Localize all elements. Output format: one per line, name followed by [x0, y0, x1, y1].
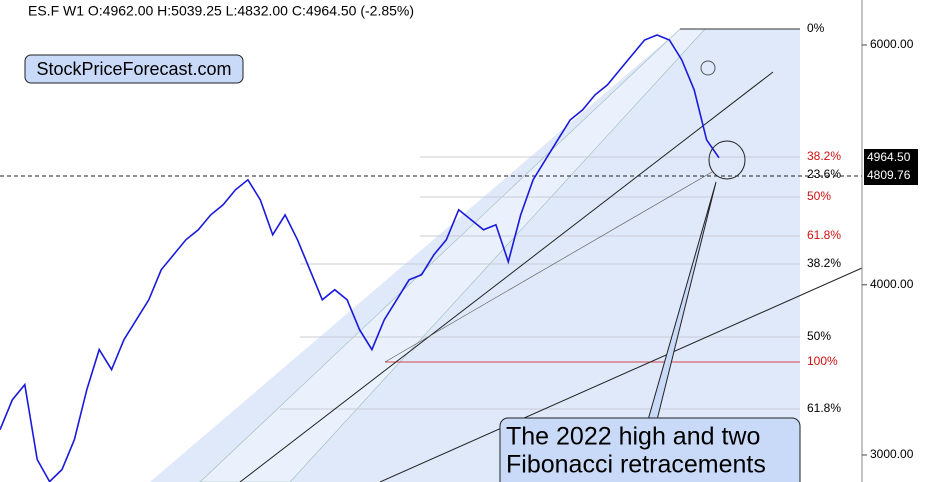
trend-line — [239, 71, 774, 482]
fib-label: 50% — [807, 329, 831, 343]
fib-label: 61.8% — [807, 228, 841, 242]
y-tick-label: 6000.00 — [870, 37, 914, 51]
header: ES.F W1 O:4962.00 H:5039.25 L:4832.00 C:… — [28, 3, 414, 19]
watermark-box — [24, 54, 244, 84]
fib-label: 38.2% — [807, 256, 841, 270]
price-label-box — [864, 149, 918, 167]
y-tick-label: 3000.00 — [870, 447, 914, 461]
plot — [0, 34, 720, 482]
fib-label: 0% — [807, 21, 825, 35]
fib-label: 38.2% — [807, 149, 841, 163]
highlight-circle — [700, 60, 716, 76]
highlight-circle — [708, 140, 746, 180]
annotation-line: The 2022 high and two — [506, 423, 760, 451]
fib-label: 61.8% — [807, 401, 841, 415]
fib-label: 23.6% — [807, 167, 841, 181]
price-label: 4809.76 — [867, 168, 911, 182]
watermark: StockPriceForecast.com — [36, 59, 231, 79]
price-label: 4964.50 — [867, 150, 911, 164]
trend-line — [384, 171, 713, 363]
fib-label: 50% — [807, 189, 831, 203]
fib-label: 100% — [807, 354, 838, 368]
price-label-box — [864, 167, 918, 185]
price-line — [0, 34, 720, 482]
annotation-line: Fibonacci retracements — [506, 451, 766, 479]
trend-line — [379, 267, 863, 482]
annotation-box — [499, 417, 801, 482]
y-tick-label: 4000.00 — [870, 277, 914, 291]
